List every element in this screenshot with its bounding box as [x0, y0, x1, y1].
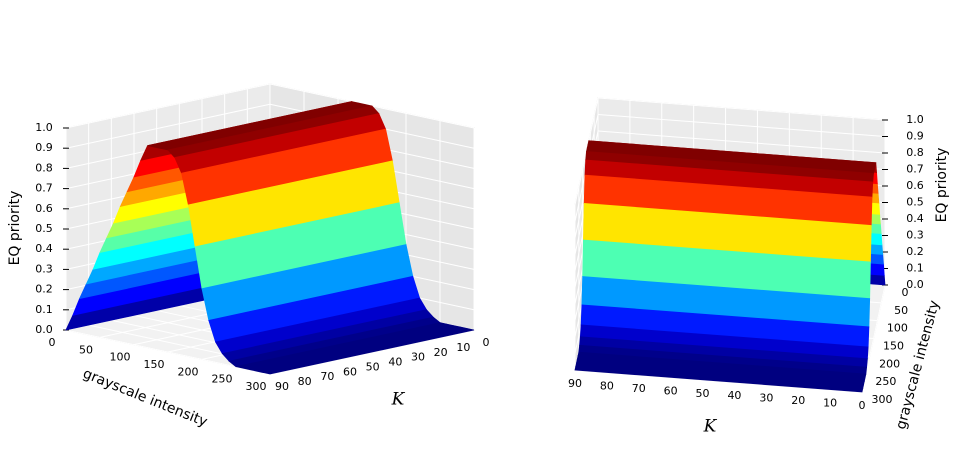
z-tick-label: 0.4	[906, 212, 924, 225]
x-tick-label: 250	[875, 375, 896, 388]
x-tick-label: 0	[49, 336, 56, 349]
surface-strip	[263, 328, 475, 375]
x-axis-label: grayscale intensity	[893, 299, 943, 431]
y-tick-label: 0	[483, 336, 490, 349]
y-tick-label: 0	[859, 399, 866, 412]
grid-line	[597, 97, 886, 121]
y-tick-label: 50	[366, 360, 380, 373]
x-tick-label: 100	[110, 351, 131, 364]
grid-line	[597, 130, 886, 154]
z-tick-label: 1.0	[35, 121, 53, 134]
grid-line	[597, 114, 886, 137]
y-tick-label: 50	[696, 387, 710, 400]
y-tick-label: 10	[823, 397, 837, 410]
y-axis-label: K	[703, 417, 718, 437]
y-tick-label: 40	[727, 389, 741, 402]
grid-line	[65, 103, 271, 149]
x-tick-label: 250	[212, 373, 233, 386]
y-tick-label: 60	[664, 384, 678, 397]
y-tick-label: 80	[600, 379, 614, 392]
x-tick-label: 0	[902, 286, 909, 299]
x-tick-label: 200	[879, 357, 900, 370]
y-tick-label: 20	[791, 394, 805, 407]
z-axis-label: EQ priority	[7, 191, 23, 266]
y-tick-label: 90	[275, 380, 289, 393]
z-tick-label: 1.0	[906, 113, 924, 126]
x-tick-label: 200	[178, 365, 199, 378]
z-tick-label: 0.3	[35, 262, 53, 275]
z-tick-label: 0.0	[35, 323, 53, 336]
y-tick-label: 30	[759, 392, 773, 405]
x-tick-label: 50	[894, 304, 908, 317]
y-tick-label: 30	[411, 351, 425, 364]
z-tick-label: 0.7	[35, 182, 53, 195]
z-tick-label: 0.1	[35, 303, 53, 316]
z-tick-label: 0.2	[906, 245, 924, 258]
z-tick-label: 0.3	[906, 229, 924, 242]
y-axis-label: K	[391, 390, 406, 410]
x-tick-label: 100	[887, 322, 908, 335]
x-tick-label: 300	[872, 393, 893, 406]
z-tick-label: 0.9	[906, 130, 924, 143]
z-tick-label: 0.7	[906, 163, 924, 176]
z-tick-label: 0.6	[35, 202, 53, 215]
x-tick-label: 150	[144, 358, 165, 371]
surface-strip	[574, 366, 864, 393]
x-tick-label: 300	[246, 380, 267, 393]
z-tick-label: 0.9	[35, 141, 53, 154]
y-tick-label: 80	[298, 375, 312, 388]
z-tick-label: 0.8	[35, 161, 53, 174]
x-tick-label: 50	[79, 343, 93, 356]
z-axis-label: EQ priority	[934, 148, 950, 223]
z-tick-label: 0.4	[35, 242, 53, 255]
grid-line	[65, 83, 271, 129]
y-tick-label: 70	[632, 382, 646, 395]
z-tick-label: 0.6	[906, 179, 924, 192]
y-tick-label: 10	[456, 341, 470, 354]
y-tick-label: 20	[434, 346, 448, 359]
z-tick-label: 0.2	[35, 283, 53, 296]
z-tick-label: 0.8	[906, 146, 924, 159]
z-tick-label: 0.0	[906, 278, 924, 291]
z-tick-label: 0.5	[35, 222, 53, 235]
y-tick-label: 90	[568, 377, 582, 390]
y-tick-label: 70	[320, 370, 334, 383]
z-tick-label: 0.1	[906, 262, 924, 275]
y-tick-label: 60	[343, 365, 357, 378]
z-tick-label: 0.5	[906, 196, 924, 209]
x-tick-label: 150	[883, 340, 904, 353]
y-tick-label: 40	[388, 356, 402, 369]
